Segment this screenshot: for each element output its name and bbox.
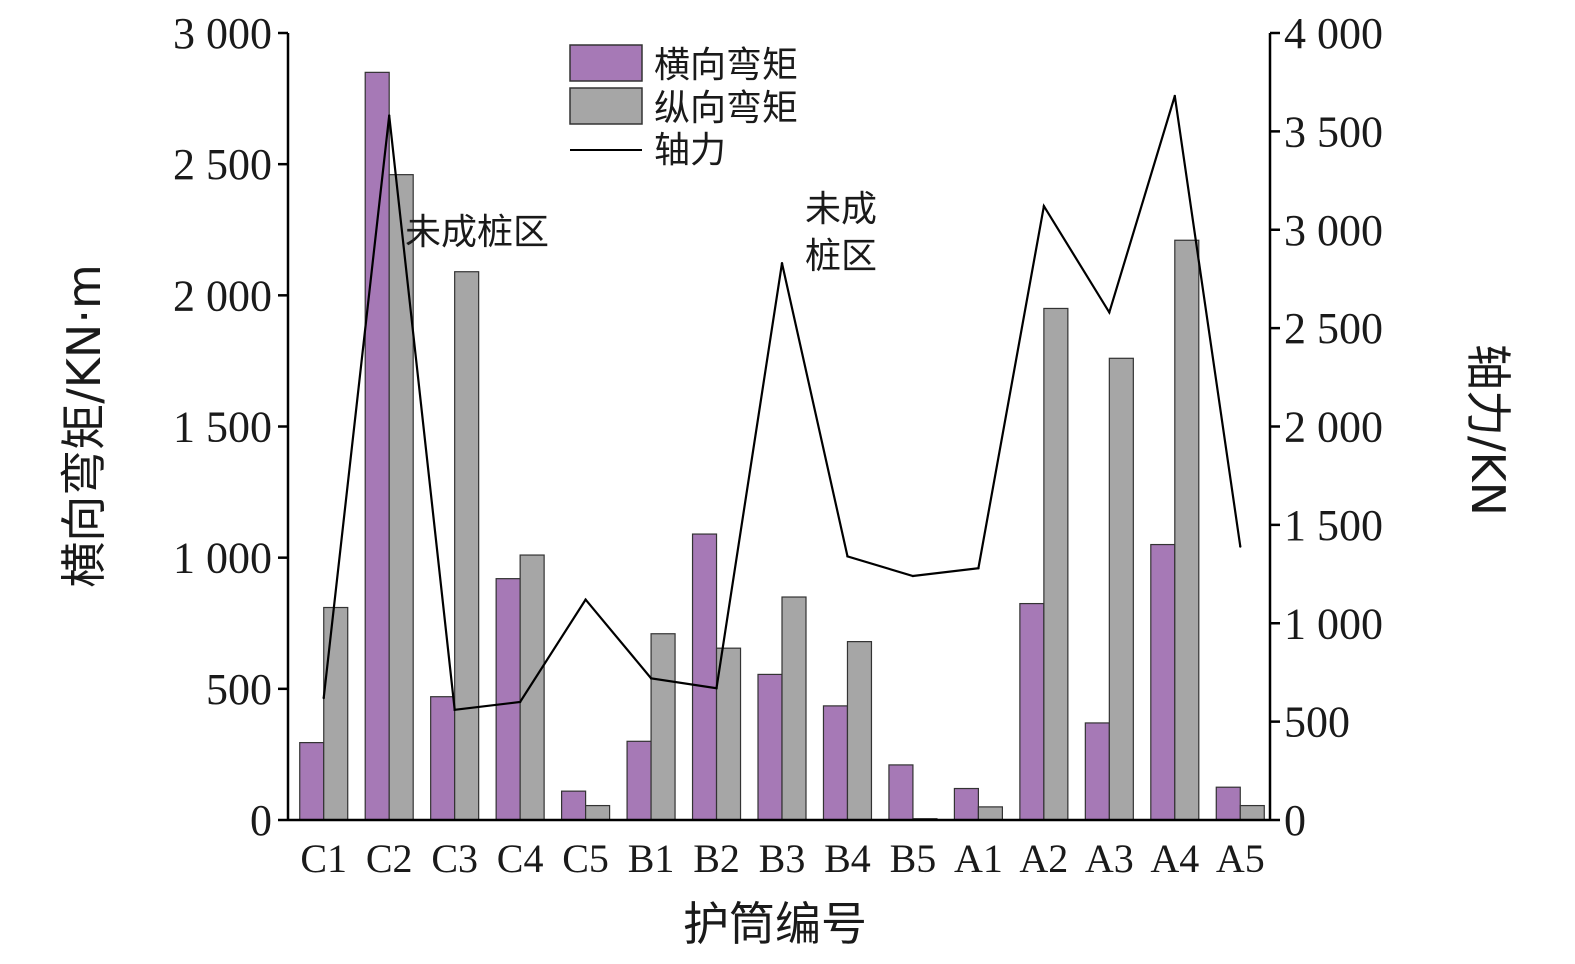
- x-axis-title: 护筒编号: [683, 897, 867, 951]
- left-y-tick-label: 1 000: [173, 534, 272, 583]
- annotation-unpiled-zone-2-line1: 未成: [805, 189, 877, 230]
- x-category-label-A3: A3: [1085, 836, 1134, 881]
- transverse-moment-bar-B1: [626, 740, 652, 821]
- axial-force-point-C2: [388, 114, 391, 117]
- left-y-tick-label: 0: [250, 796, 272, 845]
- x-category-label-C3: C3: [431, 836, 478, 881]
- legend: 横向弯矩 纵向弯矩 轴力: [569, 44, 798, 171]
- longitudinal-moment-bar-B3: [781, 596, 807, 821]
- transverse-moment-bar-C1: [299, 742, 325, 821]
- right-y-ticks: 0 500 1 000 1 500 2 000 2 500 3 000 3 500 4 000: [1270, 9, 1383, 845]
- axial-force-point-C4: [518, 700, 522, 704]
- axial-force-point-C1: [322, 696, 325, 700]
- transverse-moment-bar-B3: [757, 673, 783, 821]
- longitudinal-moment-bar-A3: [1108, 357, 1134, 821]
- right-y-tick-label: 1 500: [1284, 501, 1383, 550]
- longitudinal-moment-bar-B1: [650, 633, 676, 821]
- x-category-label-B1: B1: [628, 836, 675, 881]
- right-y-tick-label: 3 000: [1284, 206, 1383, 255]
- longitudinal-moment-bar-B4: [846, 641, 873, 821]
- x-category-label-C1: C1: [300, 836, 347, 881]
- longitudinal-moment-bar-C5: [584, 804, 611, 821]
- axial-force-point-C3: [453, 708, 456, 712]
- left-y-tick-label: 3 000: [173, 9, 272, 58]
- transverse-moment-bar-A4: [1150, 543, 1176, 821]
- x-category-label-B2: B2: [693, 836, 740, 881]
- right-y-axis-title: 轴力/KN: [1461, 344, 1515, 516]
- axial-force-point-A5: [1239, 545, 1242, 548]
- x-category-label-B5: B5: [890, 836, 937, 881]
- x-category-label-A5: A5: [1216, 836, 1265, 881]
- longitudinal-moment-bar-C4: [519, 554, 545, 821]
- transverse-moment-bar-C2: [364, 71, 390, 821]
- x-category-label-C2: C2: [366, 836, 413, 881]
- left-y-ticks: 0 500 1 000 1 500 2 000 2 500 3 000: [173, 9, 288, 845]
- x-category-label-B3: B3: [759, 836, 806, 881]
- axial-force-point-A3: [1108, 311, 1111, 314]
- left-y-tick-label: 2 500: [173, 140, 272, 189]
- left-y-tick-label: 500: [206, 665, 272, 714]
- transverse-moment-bar-B5: [888, 764, 914, 821]
- axial-force-point-B1: [649, 677, 653, 680]
- axial-force-point-B5: [911, 574, 915, 578]
- axial-force-point-C5: [584, 598, 587, 601]
- longitudinal-moment-bar-C3: [454, 271, 480, 821]
- legend-label-longitudinal: 纵向弯矩: [654, 88, 798, 129]
- longitudinal-moment-bar-A1: [977, 806, 1004, 821]
- transverse-moment-bar-A2: [1019, 602, 1045, 821]
- right-y-tick-label: 4 000: [1284, 9, 1383, 58]
- transverse-moment-bar-A3: [1084, 722, 1110, 821]
- legend-swatch-longitudinal: [569, 87, 643, 125]
- x-category-labels: C1 C2 C3 C4 C5 B1 B2 B3 B4 B5 A1 A2 A3 A4 A5: [300, 836, 1264, 881]
- right-y-tick-label: 1 000: [1284, 599, 1383, 648]
- legend-label-transverse: 横向弯矩: [654, 45, 798, 86]
- longitudinal-moment-bar-A5: [1239, 804, 1265, 821]
- legend-swatch-transverse: [569, 44, 643, 82]
- x-category-label-C5: C5: [562, 836, 609, 881]
- longitudinal-moment-bar-C1: [323, 606, 349, 821]
- x-category-label-A2: A2: [1019, 836, 1068, 881]
- transverse-moment-bar-A1: [953, 787, 980, 821]
- annotation-unpiled-zone-1: 未成桩区: [405, 212, 549, 253]
- annotation-unpiled-zone-2-line2: 桩区: [805, 236, 877, 277]
- axial-force-point-A1: [977, 566, 980, 570]
- x-category-label-C4: C4: [497, 836, 544, 881]
- transverse-moment-bar-A5: [1215, 786, 1241, 821]
- longitudinal-moment-bar-A4: [1174, 239, 1200, 821]
- legend-label-axial: 轴力: [654, 130, 726, 171]
- x-category-label-A4: A4: [1150, 836, 1199, 881]
- longitudinal-moment-bar-B2: [715, 647, 742, 821]
- right-y-tick-label: 0: [1284, 796, 1306, 845]
- x-category-label-A1: A1: [954, 836, 1003, 881]
- axial-force-point-A4: [1173, 94, 1177, 98]
- transverse-moment-bar-C3: [430, 696, 456, 821]
- longitudinal-moment-bar-C2: [388, 174, 414, 821]
- longitudinal-moment-bar-A2: [1043, 307, 1069, 821]
- transverse-moment-bar-C4: [495, 578, 521, 821]
- left-y-tick-label: 1 500: [173, 403, 272, 452]
- axial-force-line-layer: [322, 94, 1242, 712]
- axial-force-point-B3: [780, 261, 784, 265]
- left-y-tick-label: 2 000: [173, 271, 272, 320]
- right-y-tick-label: 2 000: [1284, 403, 1383, 452]
- right-y-tick-label: 2 500: [1284, 304, 1383, 353]
- right-y-tick-label: 500: [1284, 698, 1350, 747]
- transverse-moment-bar-B4: [822, 705, 849, 821]
- transverse-moment-bar-B2: [691, 533, 718, 821]
- left-y-axis-title: 横向弯矩/KN·m: [57, 264, 111, 588]
- axial-force-point-B2: [715, 686, 718, 690]
- bars-layer: [299, 71, 1265, 821]
- axial-force-point-A2: [1042, 204, 1046, 208]
- axial-force-point-B4: [846, 555, 849, 558]
- right-y-tick-label: 3 500: [1284, 107, 1383, 156]
- x-category-label-B4: B4: [824, 836, 871, 881]
- transverse-moment-bar-C5: [560, 790, 587, 821]
